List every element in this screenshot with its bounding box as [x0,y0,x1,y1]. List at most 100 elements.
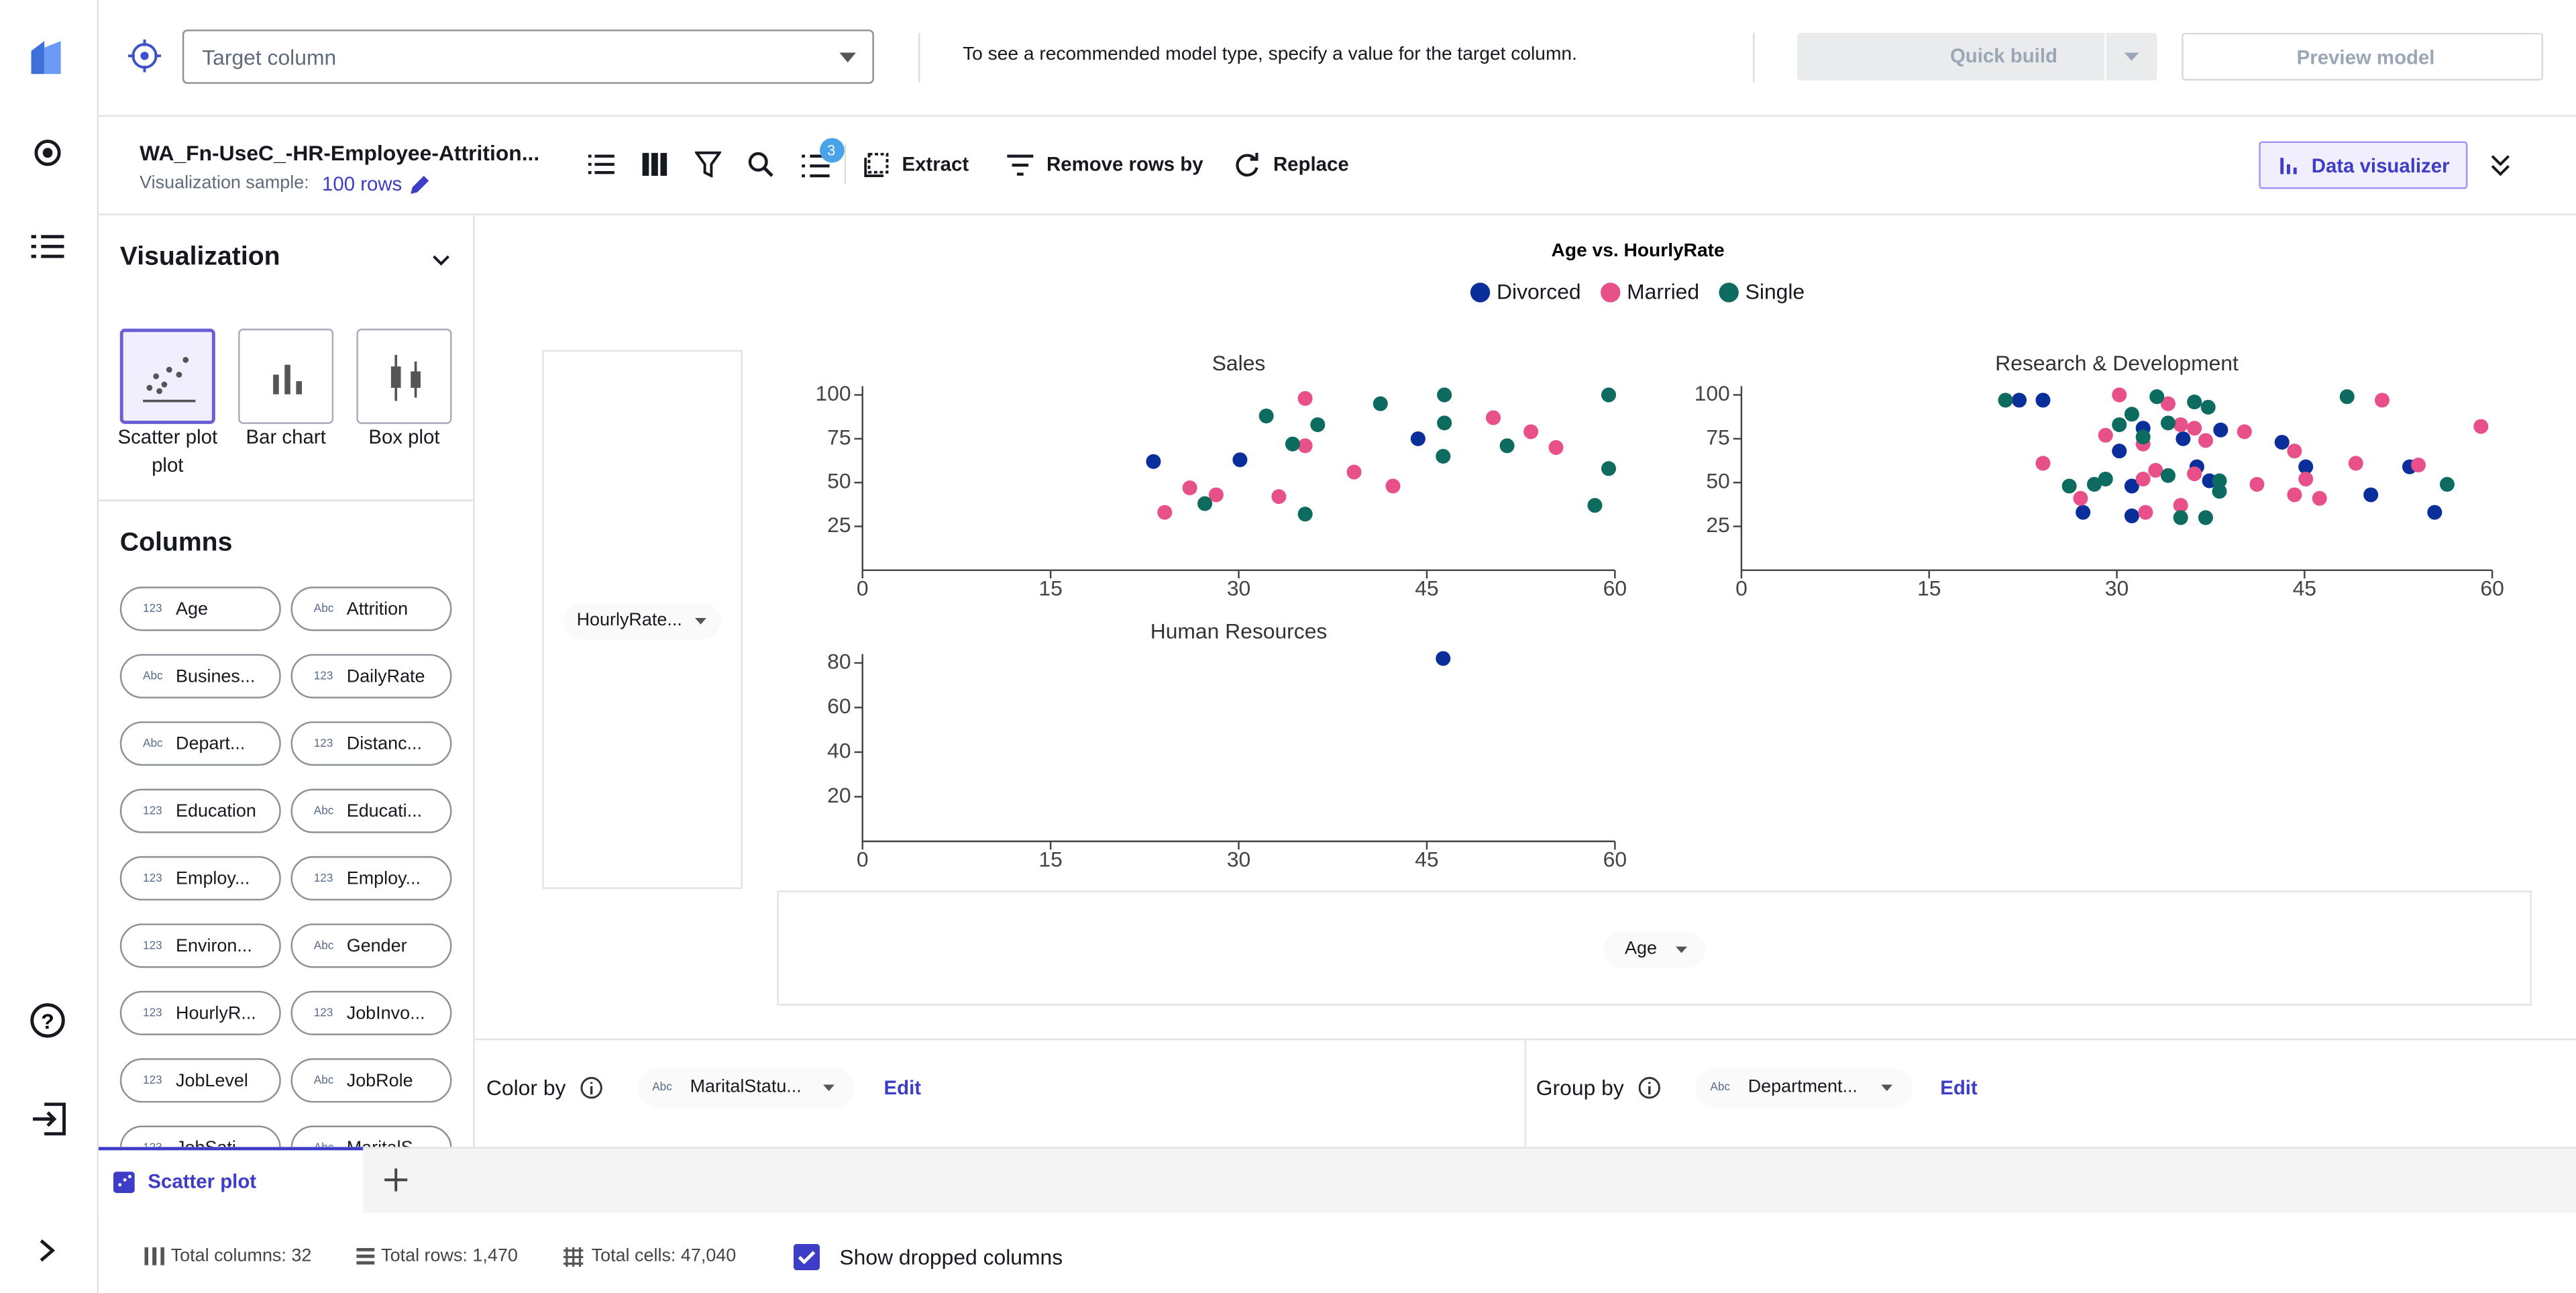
y-axis-drop-zone: HourlyRate... [542,350,743,889]
y-axis-column: HourlyRate... [576,610,682,631]
type-badge: Abc [314,1143,334,1147]
search-icon[interactable] [747,151,773,177]
exit-icon[interactable] [32,1102,68,1136]
quick-build-button[interactable]: Quick build [1797,32,2157,81]
scatter-point [2411,458,2426,473]
chart-type-card[interactable] [119,328,215,424]
filter-icon[interactable] [694,151,722,178]
scatter-point [1385,478,1401,494]
sample-value[interactable]: 100 rows [322,172,402,196]
placeholder: Target column [202,45,337,70]
nav-icon[interactable] [31,234,64,260]
column-chip[interactable]: 123 DailyRate [290,654,452,699]
side-panel: Visualization Scatter plot plot Bar char… [98,215,475,1147]
scatter-point [2035,456,2051,471]
y-tick-label: 25 [1706,513,1729,537]
help-icon[interactable]: ? [30,1002,66,1039]
column-chip[interactable]: Abc Depart... [119,721,281,766]
column-name: Education [176,802,256,822]
scatter-point [1436,448,1451,464]
scatter-point [1548,439,1564,455]
type-badge: 123 [143,1008,162,1020]
replace-icon [1236,152,1258,177]
column-chip[interactable]: Abc JobRole [290,1058,452,1103]
list-icon[interactable] [588,153,614,176]
column-chip[interactable]: Abc Busines... [119,654,281,699]
y-tick-label: 60 [827,694,851,718]
tab[interactable]: Scatter plot [98,1147,364,1213]
sample-label: Visualization sample: [140,173,309,193]
toolbar [98,117,2576,215]
caret [2124,52,2139,61]
scatter-point [2173,417,2188,433]
column-chip[interactable]: 123 Distanc... [290,721,452,766]
scatter-point [2173,510,2188,525]
column-name: Age [176,599,208,620]
y-tick-label: 100 [1695,381,1730,405]
type-badge: 123 [313,1008,333,1020]
y-axis-chip[interactable]: HourlyRate... [564,603,722,639]
scatter-point [1998,393,2013,408]
chart-type-card[interactable] [238,328,334,424]
group-by-select[interactable]: Abc Department... [1695,1068,1913,1108]
show-dropped-label: Show dropped columns [839,1245,1063,1270]
scatter-point [2138,505,2153,520]
checkbox[interactable] [793,1243,820,1271]
replace-button[interactable]: Replace [1273,152,1349,176]
column-chip[interactable]: 123 JobLevel [119,1058,281,1103]
total-rows: Total rows: 1,470 [381,1246,518,1266]
steps-icon[interactable] [802,153,830,179]
column-name: JobSati... [176,1139,251,1147]
column-chip[interactable]: 123 Employ... [119,856,281,901]
info-icon[interactable] [1638,1076,1661,1099]
cells-icon [564,1247,584,1268]
column-chip[interactable]: 123 Age [119,586,281,631]
column-chip[interactable]: 123 Education [119,788,281,833]
left-nav: ? [0,0,99,1293]
edit-button[interactable]: Edit [883,1076,922,1100]
scatter-point [1157,505,1173,520]
color-by-select[interactable]: Abc MaritalStatu... [637,1068,855,1108]
add-tab[interactable] [384,1168,408,1192]
data-visualizer-button[interactable]: Data visualizer [2259,141,2468,189]
scatter-point [1499,438,1515,454]
button-label: Preview model [2296,46,2435,69]
preview-model-button[interactable]: Preview model [2182,32,2544,81]
chevron[interactable] [432,255,450,266]
scatter-point [2076,505,2091,520]
column-chip[interactable]: Abc Gender [290,923,452,968]
x-tick-label: 30 [2105,576,2129,601]
collapse-icon[interactable] [2491,154,2510,176]
columns-icon[interactable] [642,152,667,176]
scatter-point [2287,487,2302,503]
scatter-icon [143,356,196,403]
y-tick-label: 80 [827,649,851,673]
edit-button[interactable]: Edit [1940,1076,1978,1100]
chart-type-card[interactable] [356,328,452,424]
divider [1753,32,1755,83]
nav-icon[interactable] [32,136,64,169]
expand-icon[interactable] [38,1237,57,1263]
column-chip[interactable]: 123 HourlyR... [119,990,281,1035]
target-select[interactable]: Target column [182,30,874,84]
scatter-point [2149,389,2165,405]
extract-button[interactable]: Extract [902,152,969,176]
remove-rows-button[interactable]: Remove rows by [1046,152,1203,176]
scatter-point [2187,466,2202,482]
column-chip[interactable]: 123 JobInvo... [290,990,452,1035]
column-chip[interactable]: 123 Environ... [119,923,281,968]
x-axis-chip[interactable]: Age [1603,931,1706,968]
y-tick-label: 100 [815,381,851,405]
column-chip[interactable]: Abc Educati... [290,788,452,833]
info-icon[interactable] [580,1076,602,1099]
scatter-point [2124,478,2139,494]
button-label: Data visualizer [2311,154,2450,178]
edit-icon[interactable] [409,174,431,196]
column-chip[interactable]: 123 Employ... [290,856,452,901]
scatter-point [1297,438,1313,454]
column-name: JobInvo... [346,1004,425,1024]
group-by-label: Group by [1536,1075,1624,1100]
column-chip[interactable]: Abc Attrition [290,586,452,631]
panel-title: Visualization [119,243,280,272]
